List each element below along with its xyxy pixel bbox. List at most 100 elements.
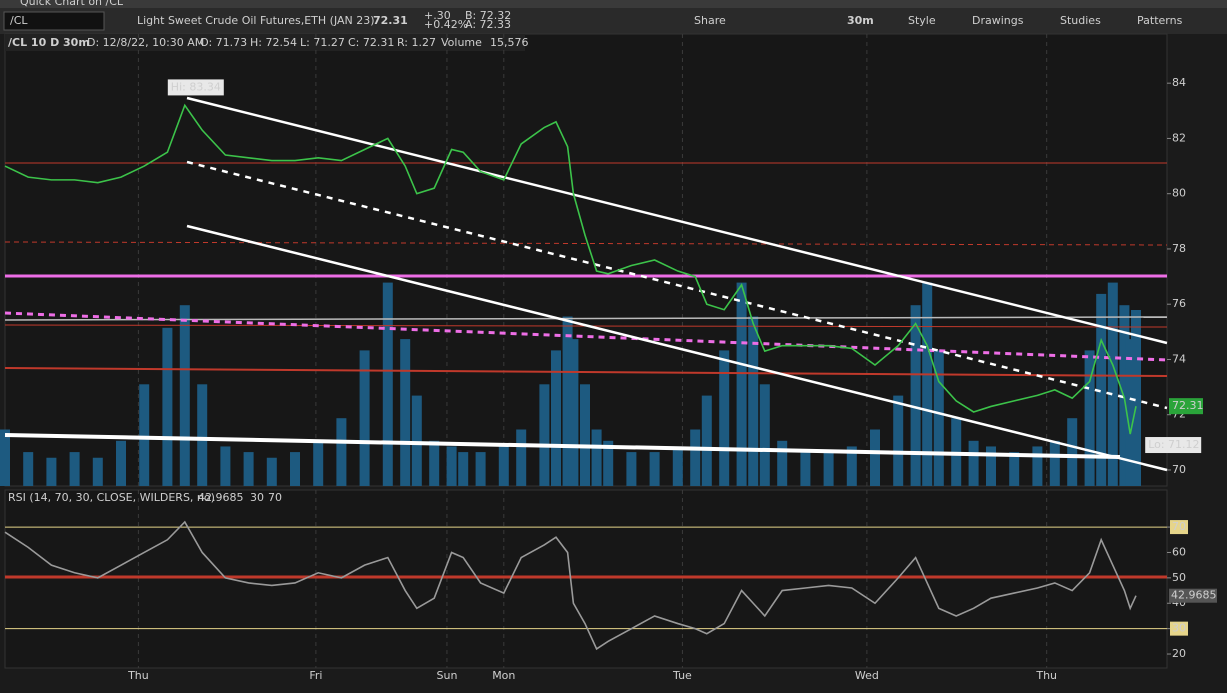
- y-tick-label: 82: [1172, 131, 1186, 144]
- volume-bar: [672, 446, 683, 486]
- volume-bar: [968, 440, 979, 486]
- y-tick-label: 76: [1172, 297, 1186, 310]
- header-level: 30: [250, 491, 264, 504]
- volume-bar: [568, 339, 579, 486]
- trend-line: [4, 433, 1121, 459]
- volume-bar: [243, 452, 254, 486]
- volume-bar: [846, 446, 857, 486]
- annotation-box: [167, 79, 224, 96]
- info-date: D: 12/8/22, 10:30 AM: [87, 36, 204, 49]
- y-tick-label: 50: [1172, 571, 1186, 584]
- volume-bar: [1096, 293, 1107, 486]
- level-line: [4, 367, 1168, 377]
- drawings: [4, 96, 1168, 579]
- volume-bar: [870, 429, 880, 486]
- annotation-label: Hi: 83.34: [171, 80, 221, 93]
- volume-bar: [1084, 350, 1095, 486]
- ask: A: 72.33: [465, 18, 511, 31]
- volume-bar: [893, 395, 904, 486]
- x-tick-label: Wed: [855, 669, 879, 682]
- volume-bar: [92, 457, 103, 486]
- volume-bar: [551, 350, 561, 486]
- x-tick-label: Tue: [672, 669, 692, 682]
- studies-button[interactable]: Studies: [1060, 14, 1101, 27]
- volume-bar: [986, 446, 996, 486]
- volume-bar: [910, 305, 921, 486]
- volume-bar: [603, 440, 614, 486]
- rsi-title: RSI (14, 70, 30, CLOSE, WILDERS, no): [8, 491, 215, 504]
- info-close: C: 72.31: [348, 36, 394, 49]
- patterns-button[interactable]: Patterns: [1137, 14, 1183, 27]
- annotation-label: Lo: 71.12: [1148, 438, 1199, 451]
- y-tick-label: 20: [1172, 647, 1186, 660]
- level-line: [4, 241, 1168, 246]
- annotation-box: [1145, 437, 1202, 454]
- volume-bar: [736, 282, 747, 486]
- volume-bar: [580, 384, 590, 486]
- volume-bar: [46, 457, 57, 486]
- rsi-panel: [4, 489, 1168, 669]
- volume-bar: [539, 384, 550, 486]
- x-tick-label: Thu: [1035, 669, 1057, 682]
- y-tick-label: 70: [1172, 463, 1186, 476]
- volume-bar: [701, 395, 712, 486]
- level-tag: [1170, 621, 1188, 636]
- trend-line: [186, 224, 1168, 472]
- y-tick-label: 60: [1172, 545, 1186, 558]
- volume-bar: [179, 305, 190, 486]
- volume-bar: [800, 452, 811, 486]
- x-tick-label: Sun: [436, 669, 457, 682]
- symbol-box[interactable]: [3, 11, 105, 31]
- volume-bar: [139, 384, 150, 486]
- volume-bar: [748, 316, 759, 486]
- trend-line: [4, 311, 1168, 362]
- symbol[interactable]: /CL: [10, 14, 28, 27]
- price-line: [4, 520, 1137, 651]
- y-tick-label: 80: [1172, 187, 1186, 200]
- volume-bar: [823, 452, 834, 486]
- change: +.30: [424, 9, 451, 22]
- change-pct: +0.42%: [424, 18, 468, 31]
- volume-bar: [0, 429, 10, 486]
- chart-label: /CL 10 D 30m: [8, 36, 90, 49]
- share-button[interactable]: Share: [694, 14, 726, 27]
- volume-bar: [1125, 339, 1136, 486]
- volume-bar: [1107, 282, 1118, 486]
- overlay-layer: Thu Fri Sun Mon Tue Wed Thu7072747678808284Hi:…: [4, 76, 1217, 682]
- volume-bar: [458, 452, 469, 486]
- volume-bar: [649, 452, 660, 486]
- volume-bar: [562, 316, 573, 486]
- rsi-tag: [1169, 588, 1217, 603]
- header-level: 70: [268, 491, 282, 504]
- volume-bar: [336, 418, 347, 486]
- volume-bar: [719, 350, 730, 486]
- volume-bar: [220, 446, 231, 486]
- toolbar: [0, 8, 1227, 34]
- volume-bar: [116, 440, 126, 486]
- price-line: [4, 103, 1137, 435]
- volume-bar: [313, 440, 324, 486]
- volume-bar: [498, 446, 509, 486]
- volume-value: 15,576: [490, 36, 529, 49]
- description: Light Sweet Crude Oil Futures,ETH (JAN 2…: [137, 14, 375, 27]
- y-tick-label: 84: [1172, 76, 1186, 89]
- info-range: R: 1.27: [397, 36, 436, 49]
- volume-bar: [1032, 446, 1043, 486]
- info-low: L: 71.27: [300, 36, 345, 49]
- timeframe-button[interactable]: 30m: [847, 14, 874, 27]
- volume-bar: [922, 282, 933, 486]
- drawings-button[interactable]: Drawings: [972, 14, 1024, 27]
- volume-bar: [777, 440, 788, 486]
- volume-bar: [446, 446, 457, 486]
- bid: B: 72.32: [465, 9, 511, 22]
- level-tag-label: 30: [1172, 622, 1186, 635]
- price-tag: [1169, 398, 1203, 415]
- style-button[interactable]: Style: [908, 14, 936, 27]
- y-tick-label: 78: [1172, 242, 1186, 255]
- volume-bar: [429, 440, 440, 486]
- volume-bar: [1131, 309, 1141, 486]
- volume-bar: [382, 282, 393, 486]
- info-row: [5, 34, 525, 51]
